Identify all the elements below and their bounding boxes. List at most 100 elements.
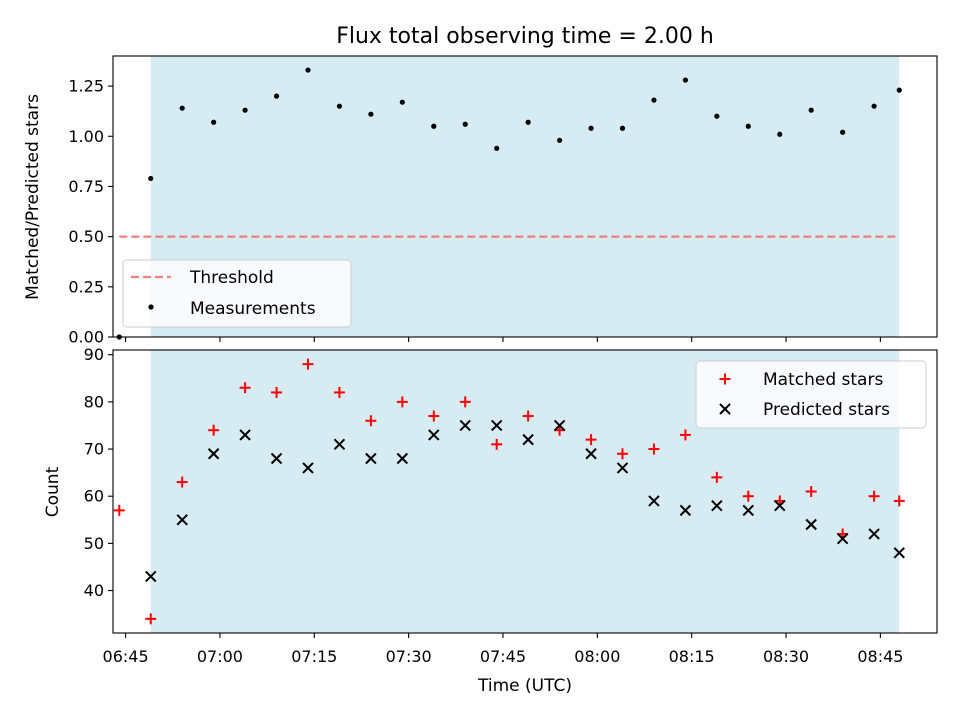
ratio-y-tick-label: 0.75 xyxy=(68,177,104,196)
predicted-star-point xyxy=(428,429,440,441)
matched-star-point xyxy=(679,429,691,441)
ratio-point xyxy=(745,123,751,129)
matched-star-point xyxy=(396,396,408,408)
ratio-point xyxy=(588,125,594,131)
predicted-star-point xyxy=(522,433,534,446)
matched-star-point xyxy=(742,490,754,502)
predicted-star-point xyxy=(585,448,597,460)
ratio-point xyxy=(336,103,343,109)
ratio-point xyxy=(462,121,468,127)
matched-star-point xyxy=(616,448,628,460)
ratio-point xyxy=(871,103,877,109)
matched-star-point xyxy=(428,410,440,422)
x-axis-label: Time (UTC) xyxy=(477,676,572,696)
predicted-star-point xyxy=(176,514,188,526)
ratio-point xyxy=(714,113,720,119)
count-y-tick-label: 90 xyxy=(84,345,104,364)
ratio-y-tick-label: 0.00 xyxy=(68,328,104,347)
predicted-star-point xyxy=(893,547,905,559)
ratio-point xyxy=(619,125,626,131)
count-y-tick-label: 40 xyxy=(84,581,104,600)
predicted-star-point xyxy=(207,448,220,460)
count-x-tick-label: 07:00 xyxy=(197,647,243,666)
matched-star-point xyxy=(113,504,125,516)
matched-star-point xyxy=(585,434,597,446)
predicted-star-point xyxy=(459,419,471,432)
predicted-star-point-b xyxy=(333,438,346,451)
count-y-axis-label: Count xyxy=(43,466,63,517)
predicted-star-point-b xyxy=(836,532,849,545)
predicted-star-point-b xyxy=(648,495,660,507)
count-x-tick-label: 07:30 xyxy=(386,647,432,666)
predicted-star-point-b xyxy=(176,514,188,526)
matched-star-point xyxy=(868,490,880,502)
ratio-point xyxy=(808,107,814,113)
predicted-star-point xyxy=(711,499,723,512)
ratio-point xyxy=(651,97,657,103)
ratio-point xyxy=(368,111,374,117)
matched-star-point xyxy=(893,495,905,507)
count-panel-frame xyxy=(112,349,938,634)
ratio-point xyxy=(242,107,248,113)
predicted-star-point-b xyxy=(365,452,377,465)
legend-measurements-swatch xyxy=(148,304,154,310)
predicted-star-point xyxy=(396,452,409,465)
count-x-tick-label: 08:00 xyxy=(574,647,620,666)
predicted-star-point-b xyxy=(239,429,251,441)
matched-star-point xyxy=(145,613,157,625)
predicted-star-point-b xyxy=(522,433,534,446)
predicted-star-point-b xyxy=(585,448,597,460)
legend-measurements-label: Measurements xyxy=(190,299,316,319)
ratio-y-tick-label: 1.25 xyxy=(68,77,104,96)
ratio-point xyxy=(556,137,563,143)
ratio-y-axis-label: Matched/Predicted stars xyxy=(23,94,43,300)
count-x-tick-label: 07:15 xyxy=(291,647,337,666)
ratio-point xyxy=(399,99,405,105)
matched-star-point xyxy=(491,438,503,450)
count-x-tick-label: 08:45 xyxy=(857,647,903,666)
matched-star-point xyxy=(459,396,471,408)
count-panel: 40 50 60 70 80 90 06:45 07:00 07:15 07:30 07:45 08… xyxy=(43,345,938,696)
ratio-point xyxy=(211,119,217,125)
matched-star-point xyxy=(302,358,314,370)
matched-star-point xyxy=(805,486,817,497)
count-x-tick-label: 06:45 xyxy=(103,647,149,666)
predicted-star-point xyxy=(742,504,755,517)
count-legend-box xyxy=(695,360,927,429)
predicted-star-point xyxy=(333,438,346,451)
ratio-point xyxy=(148,175,154,182)
predicted-star-point-b xyxy=(553,419,566,432)
predicted-star-point-b xyxy=(396,452,409,465)
matched-star-point xyxy=(711,471,723,483)
ratio-legend: Threshold Measurements xyxy=(122,259,352,328)
count-y-tick-label: 50 xyxy=(84,534,104,553)
predicted-star-point xyxy=(679,504,692,517)
count-x-tick-label: 08:30 xyxy=(763,647,809,666)
predicted-star-point-b xyxy=(805,518,817,531)
ratio-point xyxy=(682,77,688,83)
matched-star-point xyxy=(365,415,377,427)
matched-star-point xyxy=(176,476,188,488)
predicted-star-point-b xyxy=(207,448,220,460)
matched-star-point xyxy=(648,443,660,455)
count-y-tick-label: 60 xyxy=(84,487,104,506)
ratio-y-tick-label: 0.25 xyxy=(68,277,104,296)
ratio-point xyxy=(273,93,280,99)
predicted-star-point-b xyxy=(893,547,905,559)
predicted-star-point xyxy=(648,495,660,507)
predicted-star-point-b xyxy=(711,499,723,512)
ratio-y-tick-label: 1.00 xyxy=(68,127,104,146)
predicted-star-point-b xyxy=(145,570,157,583)
ratio-panel-frame xyxy=(112,55,938,338)
predicted-star-point xyxy=(490,419,503,432)
predicted-star-point-b xyxy=(459,419,471,432)
predicted-star-point xyxy=(553,419,566,432)
count-x-tick-label: 08:15 xyxy=(669,647,715,666)
count-y-tick-label: 80 xyxy=(84,392,104,411)
matched-star-point xyxy=(522,410,534,422)
ratio-point xyxy=(840,129,846,135)
ratio-y-tick-label: 0.50 xyxy=(68,227,104,246)
predicted-star-point-b xyxy=(774,499,786,512)
ratio-point xyxy=(777,131,783,137)
chart-title: Flux total observing time = 2.00 h xyxy=(336,24,714,49)
